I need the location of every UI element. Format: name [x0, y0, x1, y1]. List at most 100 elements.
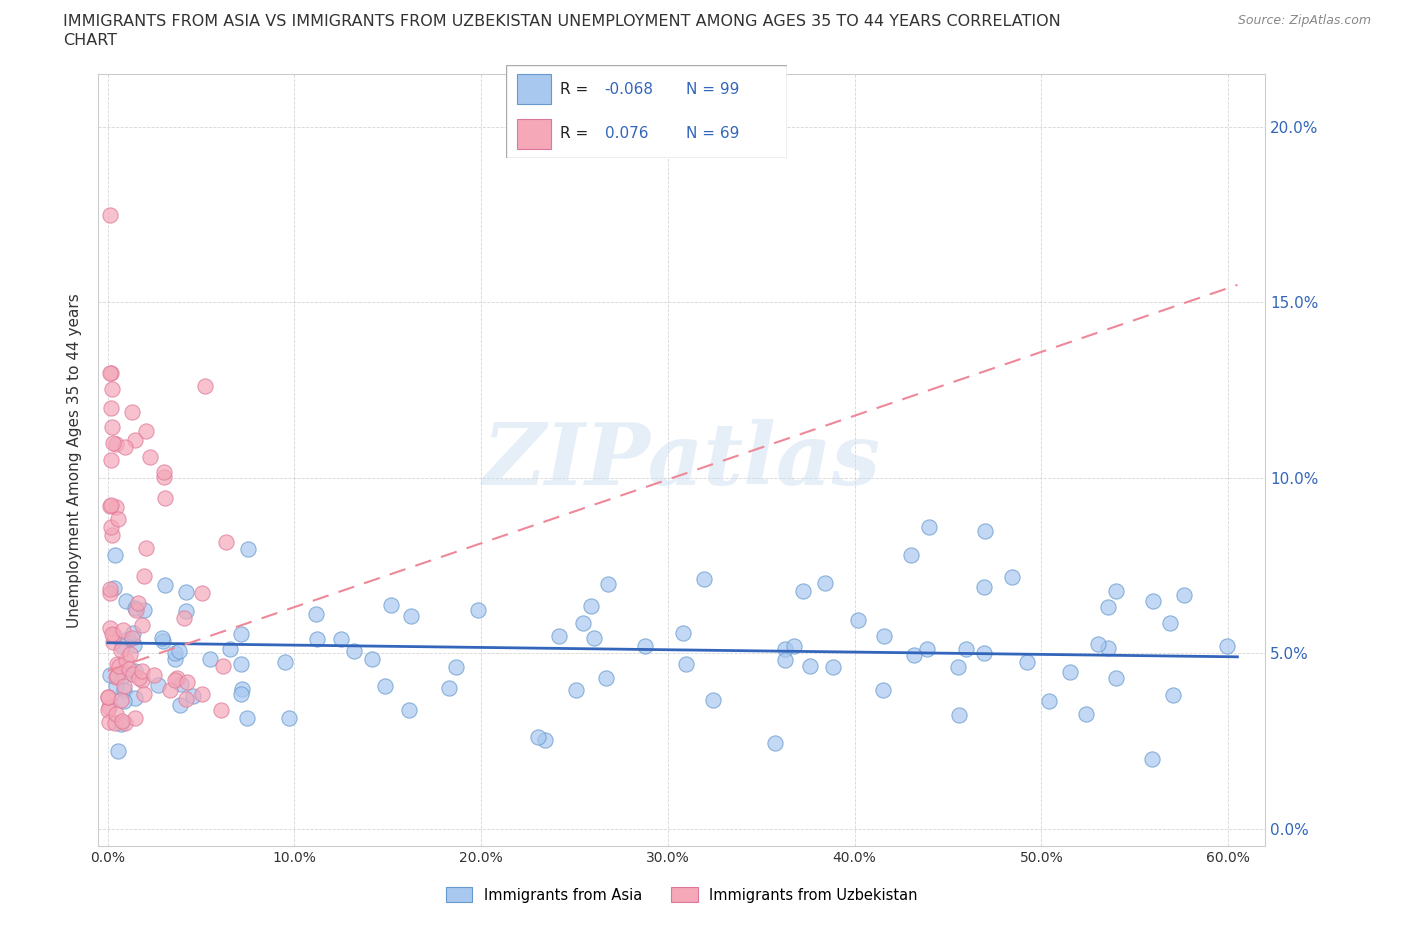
Point — [114, 594, 136, 609]
Point — [98, 581, 121, 596]
Point — [122, 626, 145, 641]
Point — [153, 465, 176, 480]
Point — [823, 659, 845, 674]
Text: Source: ZipAtlas.com: Source: ZipAtlas.com — [1237, 14, 1371, 27]
Point — [1159, 616, 1181, 631]
Point — [1105, 584, 1128, 599]
Point — [278, 711, 301, 725]
Point — [946, 660, 969, 675]
Point — [174, 585, 197, 600]
Point — [236, 711, 259, 725]
Point — [117, 631, 139, 646]
Point — [152, 469, 174, 484]
Point — [122, 638, 145, 653]
Point — [1017, 655, 1039, 670]
Text: ZIPatlas: ZIPatlas — [482, 418, 882, 502]
Point — [108, 659, 131, 674]
Point — [1038, 693, 1060, 708]
Point — [97, 702, 120, 717]
Point — [98, 667, 121, 682]
Text: -0.068: -0.068 — [605, 82, 654, 97]
Point — [100, 365, 122, 380]
Point — [846, 612, 869, 627]
Point — [174, 692, 197, 707]
Point — [169, 698, 191, 712]
Point — [128, 671, 150, 685]
Point — [190, 586, 212, 601]
Point — [169, 644, 191, 658]
Point — [948, 708, 970, 723]
Point — [1161, 687, 1184, 702]
FancyBboxPatch shape — [517, 119, 551, 149]
Point — [1076, 707, 1098, 722]
Point — [97, 714, 120, 729]
Point — [124, 603, 146, 618]
Y-axis label: Unemployment Among Ages 35 to 44 years: Unemployment Among Ages 35 to 44 years — [67, 293, 83, 628]
Text: N = 69: N = 69 — [686, 126, 740, 141]
Point — [98, 365, 121, 380]
Point — [702, 693, 724, 708]
Point — [773, 652, 796, 667]
Point — [124, 711, 146, 725]
Point — [595, 671, 617, 685]
Point — [437, 681, 460, 696]
Point — [212, 658, 235, 673]
Point — [105, 707, 128, 722]
Point — [181, 689, 204, 704]
Text: 0.076: 0.076 — [605, 126, 648, 141]
Point — [1087, 637, 1109, 652]
Point — [166, 671, 188, 685]
Point — [198, 652, 221, 667]
Point — [973, 645, 995, 660]
Point — [159, 683, 181, 698]
Point — [219, 641, 242, 656]
Point — [763, 736, 786, 751]
Point — [107, 512, 129, 526]
Point — [1059, 665, 1081, 680]
Point — [121, 405, 143, 419]
Point — [900, 548, 922, 563]
Point — [103, 628, 125, 643]
Point — [103, 580, 125, 595]
Point — [903, 647, 925, 662]
Point — [135, 424, 157, 439]
Point — [783, 639, 806, 654]
Point — [398, 703, 420, 718]
Point — [872, 683, 894, 698]
Point — [1216, 638, 1239, 653]
Point — [231, 682, 253, 697]
Point — [105, 669, 128, 684]
Point — [139, 450, 162, 465]
Point — [100, 497, 122, 512]
Point — [191, 686, 214, 701]
Point — [110, 693, 132, 708]
Point — [101, 634, 124, 649]
Point — [131, 664, 153, 679]
Point — [105, 436, 128, 451]
Point — [118, 661, 141, 676]
Point — [194, 379, 217, 393]
Point — [103, 548, 125, 563]
Point — [111, 638, 134, 653]
Point — [873, 629, 896, 644]
Point — [103, 435, 125, 450]
Point — [112, 683, 135, 698]
Point — [693, 572, 716, 587]
Point — [467, 603, 489, 618]
Point — [100, 400, 122, 415]
FancyBboxPatch shape — [506, 65, 787, 158]
Point — [131, 673, 153, 688]
Text: R =: R = — [560, 126, 593, 141]
Point — [534, 733, 557, 748]
Point — [98, 620, 121, 635]
Point — [104, 500, 127, 515]
Point — [173, 610, 195, 625]
Point — [152, 633, 174, 648]
Point — [814, 576, 837, 591]
Point — [1097, 641, 1119, 656]
Point — [792, 584, 814, 599]
Point — [101, 627, 124, 642]
Point — [918, 520, 941, 535]
Point — [163, 645, 186, 660]
Point — [150, 631, 173, 645]
